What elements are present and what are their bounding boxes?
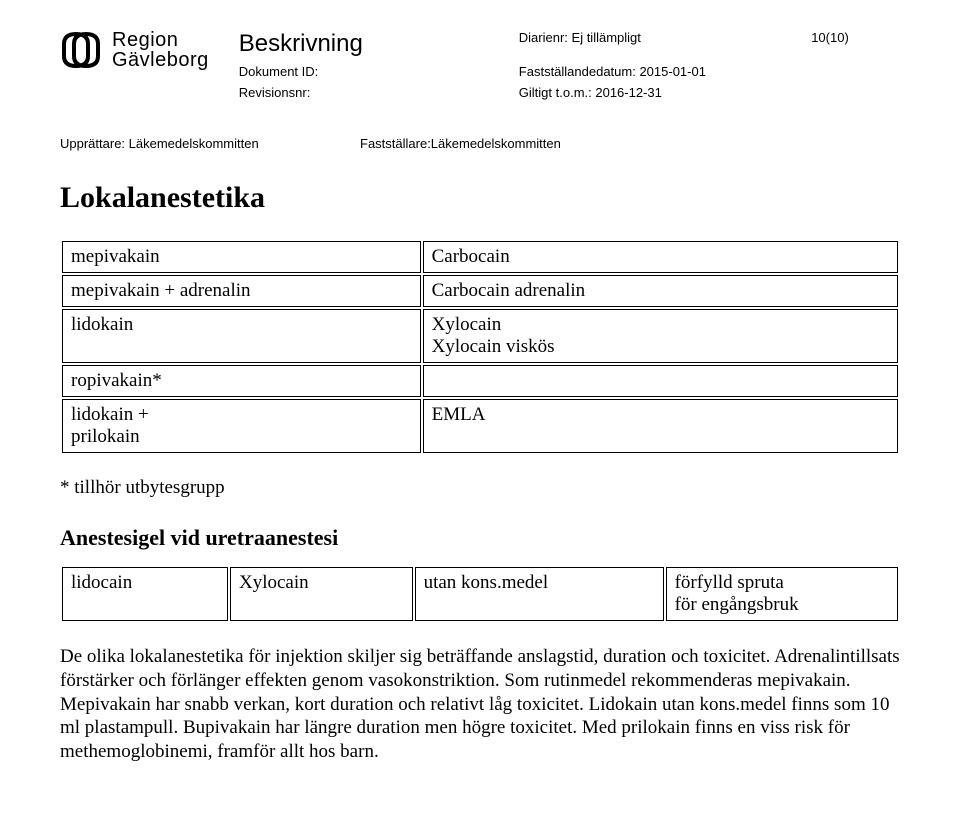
section-title: Lokalanestetika xyxy=(60,181,900,215)
table-cell: lidocain xyxy=(62,567,228,621)
table-cell: lidokain xyxy=(62,309,421,363)
giltigt-tom: Giltigt t.o.m.: 2016-12-31 xyxy=(519,85,779,100)
table-cell: ropivakain* xyxy=(62,365,421,397)
table-cell: förfylld sprutaför engångsbruk xyxy=(666,567,898,621)
table-row: lidokainXylocainXylocain viskös xyxy=(62,309,898,363)
table-row: lidocainXylocainutan kons.medelförfylld … xyxy=(62,567,898,621)
table-cell: mepivakain xyxy=(62,241,421,273)
table-cell: utan kons.medel xyxy=(415,567,664,621)
table-cell: Xylocain xyxy=(230,567,413,621)
revisionsnr-label: Revisionsnr: xyxy=(239,85,519,100)
table-row: lidokain +prilokainEMLA xyxy=(62,399,898,453)
logo-text: Region Gävleborg xyxy=(112,30,209,70)
logo-line2: Gävleborg xyxy=(112,50,209,70)
body-paragraph: De olika lokalanestetika för injektion s… xyxy=(60,645,900,764)
footnote: * tillhör utbytesgrupp xyxy=(60,477,900,499)
logo-line1: Region xyxy=(112,30,209,50)
table-cell: EMLA xyxy=(423,399,898,453)
document-type-title: Beskrivning xyxy=(239,30,519,58)
table-cell: lidokain +prilokain xyxy=(62,399,421,453)
table-row: mepivakain + adrenalinCarbocain adrenali… xyxy=(62,275,898,307)
table-cell xyxy=(423,365,898,397)
diarienr: Diarienr: Ej tillämpligt xyxy=(519,30,779,58)
upprattare: Upprättare: Läkemedelskommitten xyxy=(60,136,360,151)
lokalanestetika-table: mepivakainCarbocainmepivakain + adrenali… xyxy=(60,239,900,455)
region-gavleborg-logo-icon xyxy=(60,30,104,70)
author-row: Upprättare: Läkemedelskommitten Faststäl… xyxy=(60,136,900,151)
logo: Region Gävleborg xyxy=(60,30,209,70)
table-row: mepivakainCarbocain xyxy=(62,241,898,273)
table-cell: XylocainXylocain viskös xyxy=(423,309,898,363)
faststallandedatum: Fastställandedatum: 2015-01-01 xyxy=(519,64,779,79)
table-cell: Carbocain xyxy=(423,241,898,273)
table-row: ropivakain* xyxy=(62,365,898,397)
subsection-title: Anestesigel vid uretraanestesi xyxy=(60,525,900,551)
table-cell: Carbocain adrenalin xyxy=(423,275,898,307)
faststallare: Fastställare:Läkemedelskommitten xyxy=(360,136,660,151)
document-header: Region Gävleborg Beskrivning Diarienr: E… xyxy=(60,30,900,106)
document-id-label: Dokument ID: xyxy=(239,64,519,79)
anestesigel-table: lidocainXylocainutan kons.medelförfylld … xyxy=(60,565,900,623)
page-number: 10(10) xyxy=(779,30,849,58)
header-metadata: Beskrivning Diarienr: Ej tillämpligt 10(… xyxy=(239,30,900,106)
table-cell: mepivakain + adrenalin xyxy=(62,275,421,307)
